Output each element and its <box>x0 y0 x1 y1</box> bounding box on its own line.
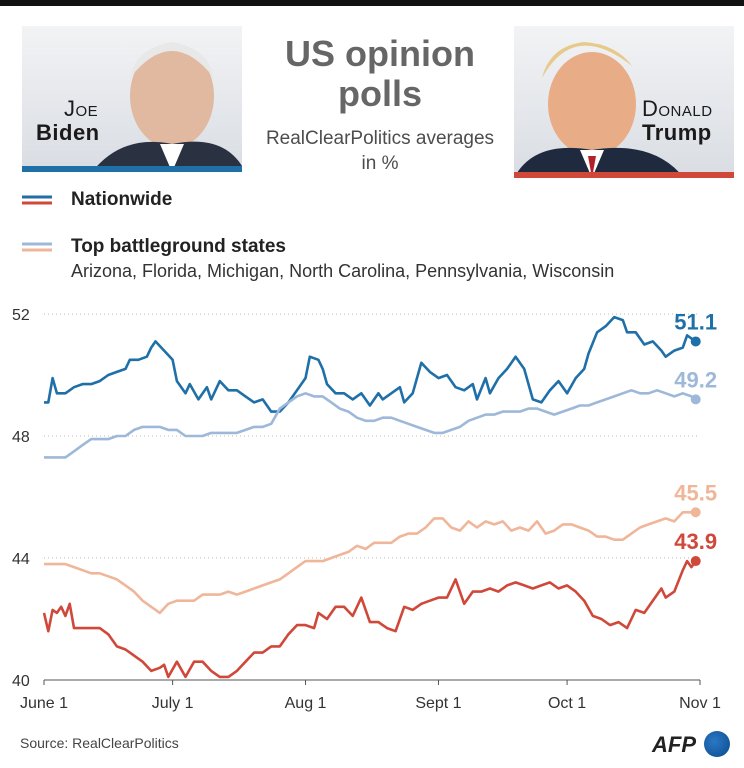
biden-nationwide-line <box>44 315 697 413</box>
trump-portrait: Donald Trump <box>514 26 734 178</box>
trump-nationwide-end-dot <box>690 556 701 567</box>
biden-battleground-end-label: 49.2 <box>674 367 717 392</box>
afp-logo: AFP <box>652 732 696 757</box>
trump-photo <box>514 42 684 178</box>
afp-globe-icon <box>704 731 730 757</box>
x-tick-label: June 1 <box>20 695 68 712</box>
trump-battleground-end-label: 45.5 <box>674 480 717 505</box>
biden-battleground-end-dot <box>690 394 701 405</box>
biden-nationwide-end-label: 51.1 <box>674 309 717 334</box>
subtitle-line-2: in % <box>361 153 399 174</box>
trump-color-stripe <box>514 172 734 178</box>
y-tick-label: 40 <box>12 673 30 690</box>
legend-nationwide-swatch <box>22 195 52 205</box>
biden-color-stripe <box>22 166 242 172</box>
y-tick-label: 52 <box>12 307 30 324</box>
title-line-1: US opinion <box>285 33 475 74</box>
biden-photo <box>92 42 242 172</box>
source-note: Source: RealClearPolitics <box>20 735 179 751</box>
y-tick-label: 44 <box>12 551 30 568</box>
x-tick-label: July 1 <box>152 695 194 712</box>
x-tick-label: Sept 1 <box>415 695 461 712</box>
biden-last-name: Biden <box>36 120 100 145</box>
legend-battleground-label: Top battleground states <box>71 236 286 257</box>
trump-battleground-end-dot <box>690 507 701 518</box>
trump-first-name: Donald <box>642 96 713 121</box>
chart-title: US opinion polls <box>240 34 520 114</box>
trump-last-name: Trump <box>642 120 712 145</box>
trump-battleground-line <box>44 510 696 615</box>
title-line-2: polls <box>337 73 422 114</box>
subtitle-line-1: RealClearPolitics averages <box>265 128 495 149</box>
biden-battleground-line <box>44 389 697 459</box>
trump-nationwide-end-label: 43.9 <box>674 529 717 554</box>
biden-portrait: Joe Biden <box>22 26 242 172</box>
biden-first-name: Joe <box>64 96 99 121</box>
x-tick-label: Aug 1 <box>285 695 327 712</box>
biden-nationwide-end-dot <box>690 336 701 347</box>
legend-nationwide-label: Nationwide <box>71 189 173 210</box>
legend-battleground-swatch <box>22 242 52 252</box>
legend-battleground-states: Arizona, Florida, Michigan, North Caroli… <box>71 261 615 281</box>
chart-subtitle: RealClearPolitics averages in % <box>240 126 520 176</box>
y-tick-label: 48 <box>12 429 30 446</box>
x-tick-label: Oct 1 <box>548 695 586 712</box>
x-tick-label: Nov 1 <box>679 695 721 712</box>
top-bar <box>0 0 744 6</box>
trump-nationwide-line <box>42 559 697 679</box>
